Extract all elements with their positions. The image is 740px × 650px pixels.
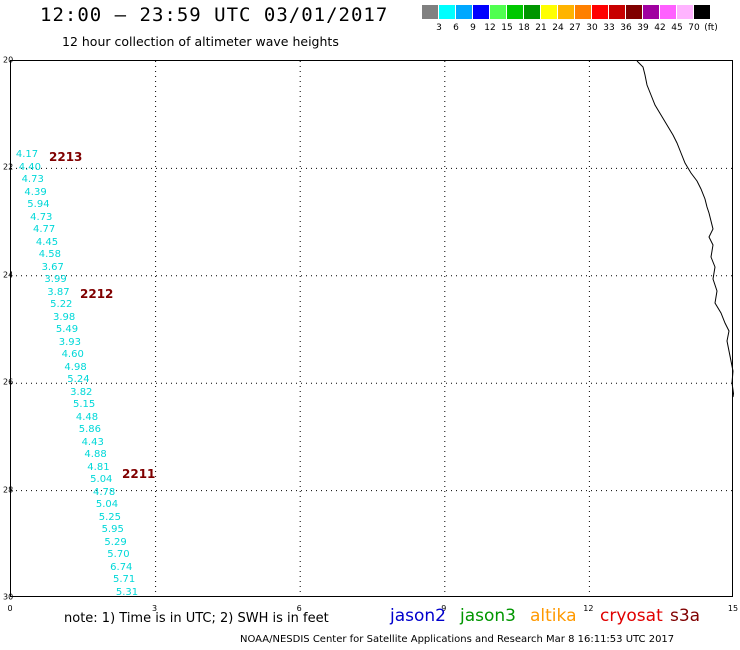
wave-height-value: 4.88 bbox=[84, 449, 107, 461]
scale-label: 30 bbox=[586, 23, 598, 33]
scale-label: 33 bbox=[603, 23, 615, 33]
wave-height-value: 4.98 bbox=[64, 361, 87, 373]
wave-height-value: 5.95 bbox=[101, 524, 124, 536]
wave-height-value: 3.87 bbox=[47, 286, 70, 298]
wave-height-value: 4.43 bbox=[81, 436, 104, 448]
scale-swatch bbox=[643, 5, 660, 19]
wave-height-value: 4.81 bbox=[87, 461, 110, 473]
lat-tick-label: 24 bbox=[3, 270, 14, 280]
lon-tick-label: 12 bbox=[583, 604, 594, 613]
wave-height-value: 5.24 bbox=[67, 374, 90, 386]
scale-label: 3 bbox=[436, 23, 442, 33]
lon-tick-label: 3 bbox=[152, 604, 158, 613]
scale-swatch bbox=[541, 5, 558, 19]
lat-tick-label: 20 bbox=[3, 55, 14, 65]
scale-label: 12 bbox=[484, 23, 496, 33]
wave-height-value: 5.04 bbox=[90, 474, 113, 486]
scale-label: 39 bbox=[637, 23, 649, 33]
lon-tick-label: 6 bbox=[296, 604, 302, 613]
lon-tick-label: 0 bbox=[7, 604, 13, 613]
wave-height-value: 5.25 bbox=[98, 511, 121, 523]
scale-swatch bbox=[490, 5, 507, 19]
scale-swatch bbox=[507, 5, 524, 19]
wave-height-value: 5.04 bbox=[95, 499, 119, 511]
credit-line: NOAA/NESDIS Center for Satellite Applica… bbox=[240, 634, 675, 645]
lat-tick-label: 26 bbox=[3, 377, 14, 387]
lon-tick-label: 9 bbox=[441, 604, 447, 613]
scale-label: 24 bbox=[552, 23, 564, 33]
wave-height-value: 4.78 bbox=[93, 486, 116, 498]
wave-height-value: 4.40 bbox=[18, 161, 41, 173]
color-scale-legend bbox=[422, 5, 711, 19]
wave-height-value: 4.73 bbox=[21, 174, 44, 186]
wave-height-value: 3.93 bbox=[58, 336, 81, 348]
wave-height-value: 5.29 bbox=[104, 536, 127, 548]
wave-height-value: 3.82 bbox=[70, 386, 93, 398]
wave-height-value: 5.31 bbox=[115, 587, 139, 598]
lat-tick-label: 30 bbox=[3, 592, 14, 602]
map-title: 12:00 — 23:59 UTC 03/01/2017 bbox=[40, 4, 389, 26]
satellite-legend-jason3: jason3 bbox=[460, 606, 516, 626]
satellite-legend-altika: altika bbox=[530, 606, 577, 626]
scale-swatch bbox=[609, 5, 626, 19]
satellite-legend-cryosat: cryosat bbox=[600, 606, 663, 626]
wave-height-value: 5.15 bbox=[73, 399, 96, 411]
lon-tick-label: 15 bbox=[727, 604, 739, 613]
wave-height-value: 4.39 bbox=[24, 186, 47, 198]
scale-swatch bbox=[439, 5, 456, 19]
scale-label: 36 bbox=[620, 23, 632, 33]
wave-height-value: 3.67 bbox=[41, 261, 64, 273]
color-scale-labels: 3 6 9 12 15 18 21 24 27 30 33 36 39 42 45 70 (ft) bbox=[422, 23, 740, 35]
satellite-legend-jason2: jason2 bbox=[390, 606, 446, 626]
scale-swatch bbox=[524, 5, 541, 19]
scale-label: 18 bbox=[518, 23, 530, 33]
scale-swatch bbox=[558, 5, 575, 19]
scale-swatch bbox=[660, 5, 677, 19]
wave-height-value: 3.99 bbox=[44, 274, 67, 286]
scale-swatch bbox=[473, 5, 490, 19]
scale-swatch bbox=[694, 5, 711, 19]
map-canvas bbox=[11, 61, 734, 598]
wave-height-value: 3.98 bbox=[53, 311, 76, 323]
scale-label: 70 bbox=[688, 23, 700, 33]
scale-swatch bbox=[592, 5, 609, 19]
scale-swatch bbox=[422, 5, 439, 19]
wave-height-value: 5.94 bbox=[27, 199, 50, 211]
lat-tick-label: 28 bbox=[3, 485, 14, 495]
scale-label: 27 bbox=[569, 23, 581, 33]
wave-height-value: 4.73 bbox=[30, 211, 53, 223]
wave-height-value: 4.58 bbox=[38, 249, 61, 261]
note-text: note: 1) Time is in UTC; 2) SWH is in fe… bbox=[64, 611, 329, 626]
wave-height-value: 6.74 bbox=[110, 561, 133, 573]
wave-height-value: 4.17 bbox=[15, 149, 39, 160]
wave-height-value: 4.60 bbox=[61, 349, 84, 361]
pass-label: 2212 bbox=[80, 287, 114, 302]
scale-swatch bbox=[456, 5, 473, 19]
wave-height-value: 5.49 bbox=[55, 324, 79, 336]
scale-label: 15 bbox=[501, 23, 513, 33]
scale-label: 9 bbox=[470, 23, 476, 33]
wave-height-value: 4.48 bbox=[75, 411, 99, 423]
scale-swatch bbox=[626, 5, 643, 19]
pass-label: 2211 bbox=[122, 467, 156, 482]
map-plot-area bbox=[10, 60, 734, 598]
scale-label: 6 bbox=[453, 23, 459, 33]
wave-height-value: 5.86 bbox=[78, 424, 101, 436]
scale-swatch bbox=[575, 5, 592, 19]
wave-height-value: 5.70 bbox=[107, 549, 130, 561]
scale-swatch bbox=[677, 5, 694, 19]
scale-label: (ft) bbox=[704, 23, 718, 33]
wave-height-value: 4.45 bbox=[35, 236, 59, 248]
wave-height-value: 4.77 bbox=[33, 224, 56, 236]
satellite-legend-s3a: s3a bbox=[670, 606, 701, 626]
coastline bbox=[636, 61, 734, 398]
scale-label: 45 bbox=[671, 23, 683, 33]
wave-height-value: 5.71 bbox=[113, 574, 136, 586]
pass-label: 2213 bbox=[49, 150, 83, 165]
map-subtitle: 12 hour collection of altimeter wave hei… bbox=[62, 34, 339, 49]
wave-height-value: 5.22 bbox=[50, 299, 73, 311]
scale-label: 42 bbox=[654, 23, 666, 33]
lat-tick-label: 22 bbox=[3, 162, 14, 172]
scale-label: 21 bbox=[535, 23, 547, 33]
